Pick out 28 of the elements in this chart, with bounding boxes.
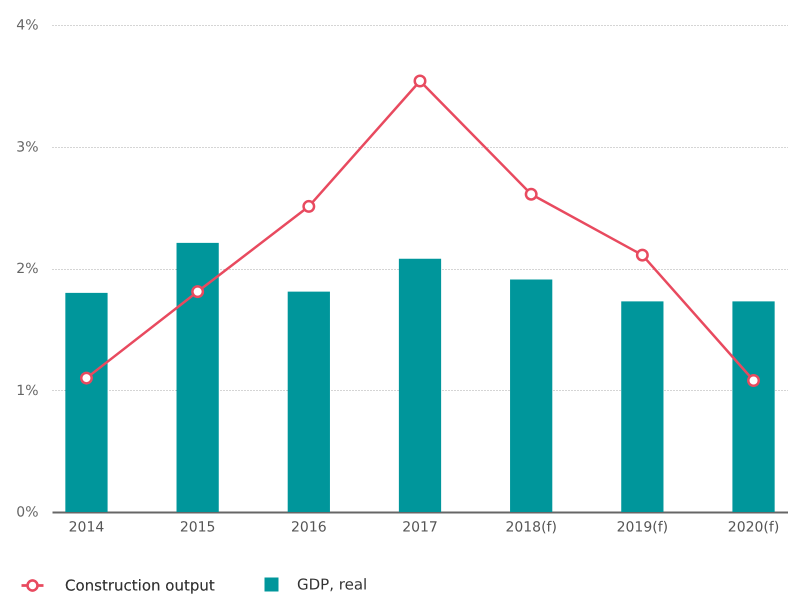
x-tick-label: 2015 [180,520,216,536]
point [302,200,316,213]
bar [732,301,775,512]
bar [510,279,552,512]
y-tick-label: 2% [16,261,38,277]
point [636,248,649,262]
bar [398,258,442,512]
x-tick-label: 2018(f) [505,520,557,536]
y-tick-label: 0% [16,504,38,520]
point [191,285,204,298]
x-tick-label: 2020(f) [728,520,780,536]
x-tick-label: 2017 [402,520,438,536]
x-tick-label: 2019(f) [616,520,668,536]
x-tick-label: 2014 [68,520,104,536]
y-tick-label: 3% [16,139,38,156]
bar [621,301,664,512]
y-tick-label: 1% [16,382,38,399]
bar [65,292,108,512]
bar [288,292,330,512]
point [414,74,426,88]
legend-label: Construction output [65,576,215,594]
bar [176,242,219,512]
legend-label: GDP, real [297,576,368,594]
x-tick-label: 2016 [291,520,327,536]
point [80,372,93,385]
point [524,188,538,201]
y-tick-label: 4% [16,18,38,34]
point [747,374,760,387]
